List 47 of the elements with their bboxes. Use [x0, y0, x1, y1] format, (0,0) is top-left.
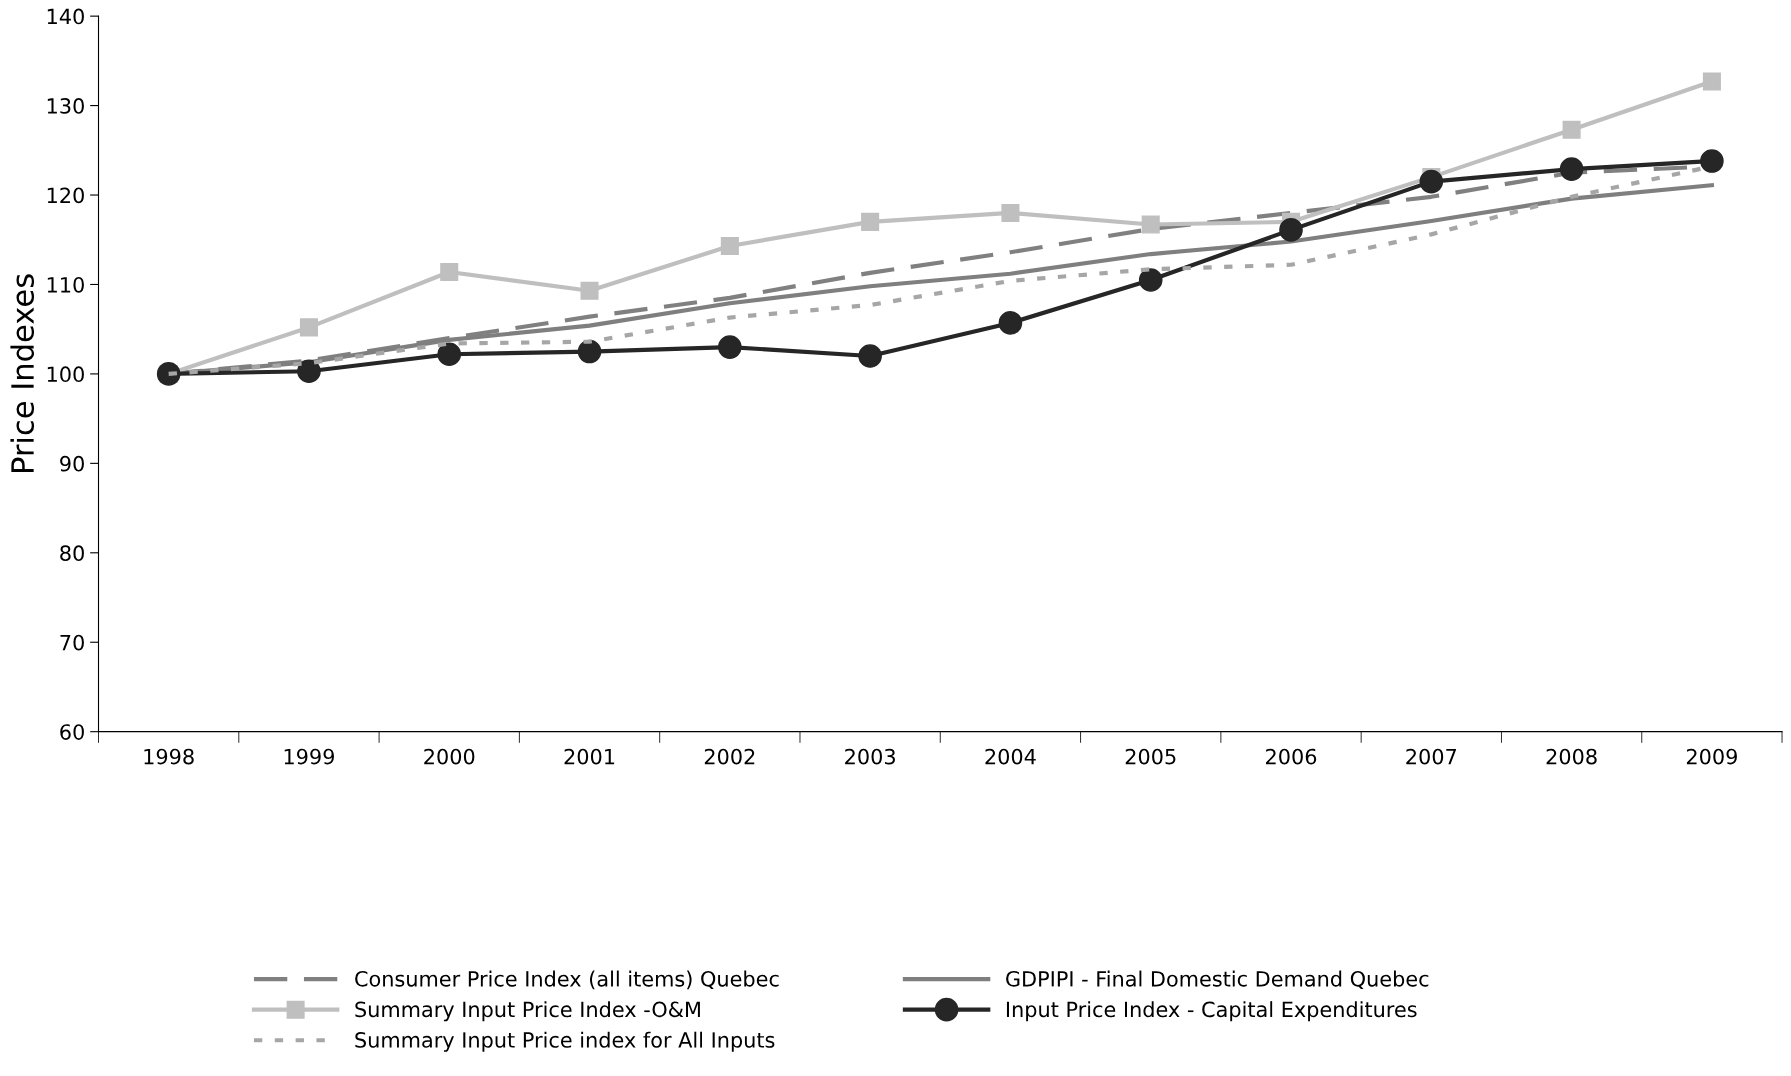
point [580, 281, 599, 300]
point [1559, 157, 1584, 181]
point [1700, 149, 1724, 173]
x-tick-label: 1998 [144, 748, 194, 765]
x-tick-label: 1999 [284, 748, 334, 765]
y-tick-label: 90 [60, 455, 84, 472]
point [1141, 215, 1160, 234]
point [577, 339, 602, 364]
x-tick-label: 2002 [704, 748, 755, 765]
point [1138, 268, 1163, 292]
x-tick-label: 2008 [1546, 748, 1597, 765]
y-tick-label: 140 [47, 8, 84, 25]
point [440, 262, 459, 281]
point [1702, 72, 1721, 91]
point [299, 318, 318, 337]
y-tick-label: 60 [60, 724, 84, 740]
legend-label: Summary Input Price Index -O&M [355, 1001, 700, 1022]
x-tick-label: 2001 [564, 748, 615, 765]
y-tick-label: 120 [47, 187, 84, 204]
point [861, 212, 880, 231]
point [1562, 120, 1581, 139]
point [718, 335, 742, 359]
point [1419, 169, 1444, 194]
point [858, 344, 882, 368]
legend-label: Input Price Index - Capital Expenditures [1006, 1001, 1417, 1022]
point [1001, 203, 1020, 222]
y-tick-label: 130 [47, 98, 84, 114]
x-tick-label: 2007 [1406, 748, 1457, 765]
legend-label: Consumer Price Index (all items) Quebec [355, 970, 779, 990]
x-tick-label: 2003 [845, 748, 895, 765]
legend-label: Summary Input Price index for All Inputs [355, 1031, 775, 1052]
x-tick-label: 2004 [985, 748, 1036, 765]
point [720, 236, 739, 256]
point [1279, 218, 1303, 242]
y-axis-title: Price Indexes [10, 274, 35, 472]
point [297, 359, 321, 384]
y-tick-label: 110 [47, 276, 84, 293]
x-tick-label: 2009 [1686, 748, 1737, 765]
x-tick-label: 2000 [424, 748, 475, 765]
point [437, 342, 462, 367]
x-tick-label: 2006 [1266, 748, 1317, 765]
point [998, 311, 1023, 335]
legend-label: GDPIPI - Final Domestic Demand Quebec [1006, 970, 1429, 990]
x-tick-label: 2005 [1125, 748, 1176, 765]
y-tick-label: 70 [60, 634, 84, 651]
y-tick-label: 100 [47, 366, 84, 383]
y-tick-label: 80 [60, 545, 84, 562]
